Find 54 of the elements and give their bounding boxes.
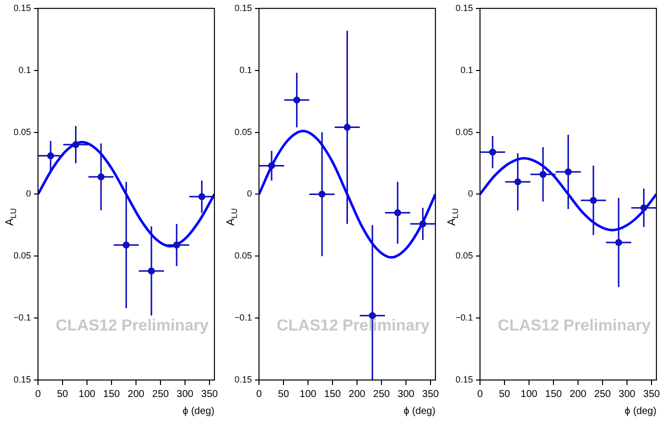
x-tick-label: 150 <box>545 388 562 400</box>
x-tick-label: 300 <box>176 388 194 400</box>
x-axis-title: ϕ (deg) <box>182 406 214 417</box>
y-tick-label: 0.05 <box>13 250 31 261</box>
y-tick-label: 0.05 <box>13 126 31 137</box>
y-tick-label: 0.15 <box>13 374 31 384</box>
x-tick-label: 250 <box>152 388 170 400</box>
y-tick-label: 0.05 <box>455 126 473 137</box>
y-tick-label: −0.1 <box>13 312 31 323</box>
x-tick-label: 200 <box>128 388 145 400</box>
y-tick-label: 0.15 <box>234 2 252 13</box>
line-series <box>480 157 656 232</box>
y-tick-label: 0.05 <box>234 250 252 261</box>
x-tick-label: 250 <box>373 388 390 400</box>
x-tick-label: 50 <box>278 388 290 400</box>
x-tick-label: 0 <box>477 388 484 400</box>
y-tick-label: 0 <box>468 188 473 199</box>
x-tick-label: 350 <box>422 388 440 400</box>
y-tick-label: 0.15 <box>234 374 252 384</box>
y-tick-label: 0.1 <box>239 64 252 75</box>
y-tick-label: 0.15 <box>455 374 473 384</box>
x-tick-label: 50 <box>498 388 510 400</box>
x-tick-label: 350 <box>643 388 660 400</box>
x-tick-label: 250 <box>594 388 612 400</box>
x-tick-label: 100 <box>300 388 317 400</box>
x-tick-label: 100 <box>78 388 96 400</box>
x-tick-label: 200 <box>570 388 587 400</box>
y-axis-title: ALU <box>446 208 460 226</box>
y-tick-label: 0.1 <box>18 64 31 75</box>
x-tick-label: 200 <box>348 388 366 400</box>
y-tick-label: 0.1 <box>460 64 473 75</box>
x-tick-label: 150 <box>103 388 120 400</box>
x-tick-label: 350 <box>201 388 218 400</box>
x-axis-title: ϕ (deg) <box>404 406 436 417</box>
y-tick-label: −0.1 <box>234 312 252 323</box>
y-axis-title: ALU <box>4 208 18 226</box>
x-tick-label: 150 <box>324 388 342 400</box>
x-tick-label: 50 <box>56 388 68 400</box>
x-axis-title: ϕ (deg) <box>624 406 656 417</box>
y-axis-title: ALU <box>225 208 239 226</box>
y-tick-label: 0.15 <box>455 2 473 13</box>
y-tick-label: −0.1 <box>455 312 473 323</box>
line-series <box>38 140 214 248</box>
x-tick-label: 300 <box>618 388 636 400</box>
line-series <box>259 130 436 259</box>
y-tick-label: 0 <box>246 188 252 199</box>
y-tick-label: 0.05 <box>234 126 252 137</box>
y-tick-label: 0.15 <box>13 2 31 13</box>
y-tick-label: 0 <box>26 188 31 199</box>
x-tick-label: 0 <box>256 388 262 400</box>
x-tick-label: 300 <box>398 388 415 400</box>
x-tick-label: 0 <box>35 388 42 400</box>
x-tick-label: 100 <box>520 388 538 400</box>
y-tick-label: 0.05 <box>455 250 473 261</box>
